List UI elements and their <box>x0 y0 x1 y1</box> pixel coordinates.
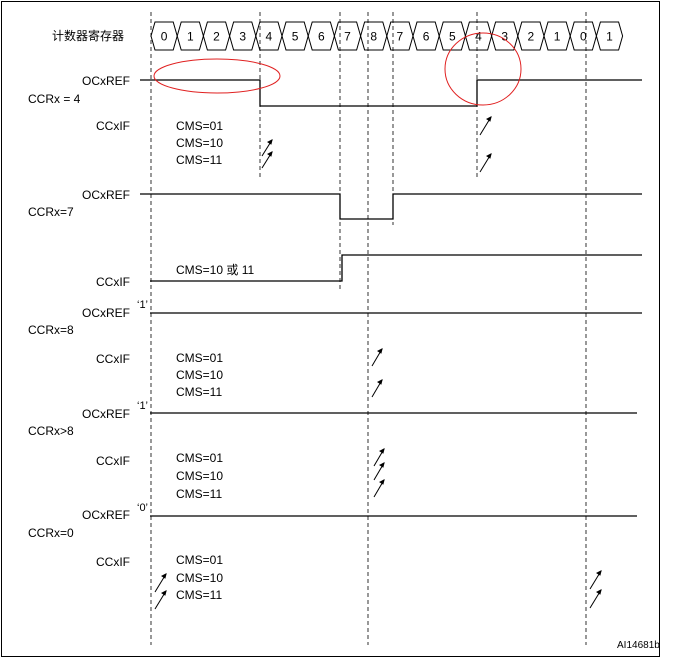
ocxref-label: OCxREF <box>82 508 130 522</box>
counter-value: 2 <box>213 30 220 44</box>
ccxif-waveform <box>150 254 642 282</box>
figure-id: AI14681b <box>617 640 660 651</box>
interrupt-arrows <box>154 570 602 610</box>
arrow-head-icon <box>596 570 602 576</box>
ccxif-label: CCxIF <box>96 275 130 289</box>
ccxif-label: CCxIF <box>96 555 130 569</box>
cms-label: CMS=01 <box>176 119 223 133</box>
cms-label: CMS=10 <box>176 368 223 382</box>
counter-value: 0 <box>161 30 168 44</box>
figure-border <box>1 1 660 657</box>
arrow-head-icon <box>379 479 385 485</box>
ocxref-label: OCxREF <box>82 306 130 320</box>
cms-label: CMS=10 <box>176 469 223 483</box>
counter-value: 5 <box>292 30 299 44</box>
counter-value: 1 <box>554 30 561 44</box>
counter-value: 0 <box>580 30 587 44</box>
cms-label: CMS=11 <box>176 385 222 399</box>
arrow-head-icon <box>379 448 385 454</box>
ccr-label: CCRx = 4 <box>28 92 81 106</box>
ccxif-label: CCxIF <box>96 352 130 366</box>
cms-label: CMS=10 <box>176 136 223 150</box>
counter-value: 2 <box>528 30 535 44</box>
counter-value: 3 <box>239 30 246 44</box>
arrow-head-icon <box>161 590 167 596</box>
level-mark: ‘0’ <box>137 502 148 514</box>
counter-value: 7 <box>344 30 351 44</box>
ccxif-label: CCxIF <box>96 454 130 468</box>
ocxref-label: OCxREF <box>82 188 130 202</box>
arrow-head-icon <box>377 348 383 354</box>
arrow-head-icon <box>379 462 385 468</box>
arrow-head-icon <box>267 139 273 145</box>
ccxif-label: CCxIF <box>96 119 130 133</box>
arrow-head-icon <box>377 379 383 385</box>
interrupt-arrows <box>261 116 492 173</box>
counter-value: 7 <box>397 30 404 44</box>
counter-value: 1 <box>187 30 194 44</box>
counter-value: 5 <box>449 30 456 44</box>
cms-label: CMS=01 <box>176 351 223 365</box>
arrow-head-icon <box>596 589 602 595</box>
ccr-label: CCRx=7 <box>28 205 74 219</box>
arrow-head-icon <box>161 573 167 579</box>
level-mark: ‘1’ <box>137 299 148 311</box>
cms-label: CMS=10 或 11 <box>176 263 254 277</box>
cms-label: CMS=11 <box>176 588 222 602</box>
interrupt-arrows <box>373 448 385 498</box>
counter-value: 4 <box>266 30 273 44</box>
ocxref-label: OCxREF <box>82 407 130 421</box>
interrupt-arrows <box>371 348 383 398</box>
cms-label: CMS=10 <box>176 571 223 585</box>
highlight-ellipse <box>153 58 281 94</box>
ccr-label: CCRx=8 <box>28 323 74 337</box>
time-guides <box>150 12 587 645</box>
arrow-head-icon <box>267 151 273 157</box>
ccr-label: CCRx>8 <box>28 424 74 438</box>
counter-value: 8 <box>370 30 377 44</box>
ccr-label: CCRx=0 <box>28 526 74 540</box>
counter-register-sequence: 0 1 2 3 4 5 6 7 8 7 6 5 4 3 2 1 0 1 <box>150 21 624 51</box>
highlight-ellipse <box>444 32 522 106</box>
level-mark: ‘1’ <box>137 400 148 412</box>
cms-label: CMS=11 <box>176 487 222 501</box>
arrow-head-icon <box>486 116 492 122</box>
counter-value: 6 <box>318 30 325 44</box>
cms-label: CMS=01 <box>176 553 223 567</box>
arrow-head-icon <box>486 153 492 159</box>
cms-label: CMS=11 <box>176 153 222 167</box>
counter-value: 4 <box>475 30 482 44</box>
counter-register-label: 计数器寄存器 <box>52 28 124 43</box>
ocxref-waveform <box>140 193 642 220</box>
counter-cell <box>595 21 624 51</box>
ocxref-label: OCxREF <box>82 74 130 88</box>
counter-value: 3 <box>501 30 508 44</box>
cms-label: CMS=01 <box>176 451 223 465</box>
ocxref-waveform <box>140 79 642 107</box>
counter-value: 1 <box>606 30 613 44</box>
counter-value: 6 <box>423 30 430 44</box>
